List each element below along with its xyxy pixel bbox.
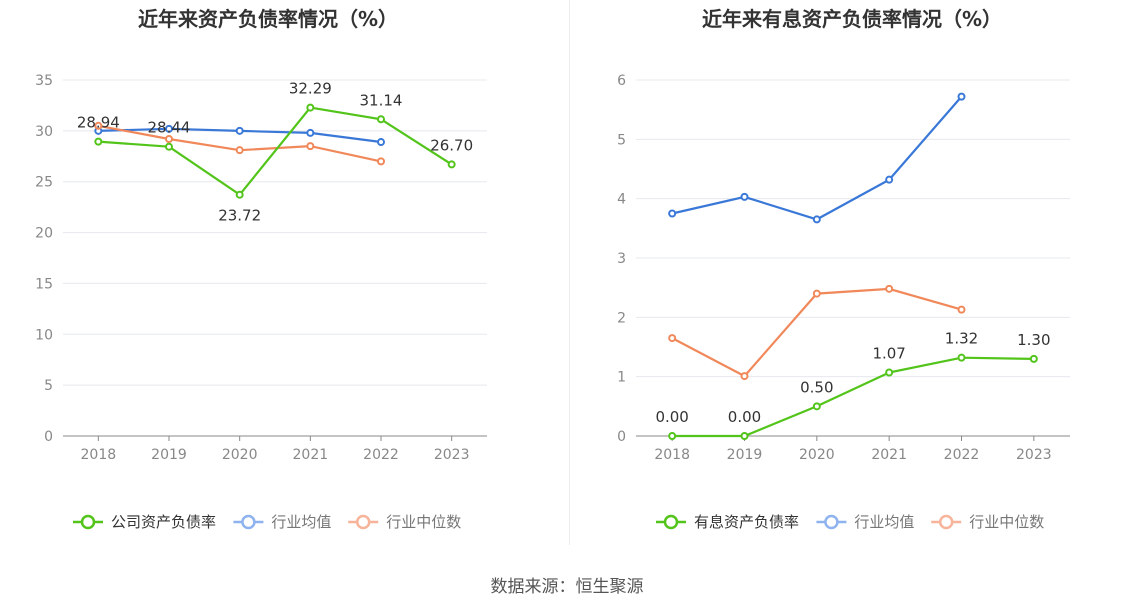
data-label: 1.32 bbox=[945, 330, 978, 348]
y-tick-label: 20 bbox=[35, 226, 53, 242]
data-point[interactable] bbox=[812, 215, 821, 224]
data-label: 28.94 bbox=[77, 114, 120, 132]
chart-title: 近年来资产负债率情况（%） bbox=[138, 7, 398, 31]
data-point[interactable] bbox=[377, 157, 385, 166]
data-point[interactable] bbox=[235, 126, 244, 135]
x-tick-label: 2021 bbox=[293, 447, 329, 463]
y-tick-label: 35 bbox=[35, 73, 53, 89]
legend-marker bbox=[824, 514, 839, 530]
data-point[interactable] bbox=[306, 142, 315, 151]
y-tick-label: 3 bbox=[617, 251, 626, 267]
legend-marker bbox=[241, 514, 256, 530]
legend-item[interactable]: 行业中位数 bbox=[348, 513, 461, 531]
y-tick-label: 0 bbox=[44, 429, 53, 445]
data-label: 0.00 bbox=[655, 408, 688, 426]
data-label: 28.44 bbox=[148, 119, 191, 137]
data-point[interactable] bbox=[740, 192, 749, 201]
y-tick-label: 10 bbox=[35, 327, 53, 343]
data-point[interactable] bbox=[668, 334, 677, 343]
chart-title: 近年来有息资产负债率情况（%） bbox=[702, 7, 1002, 31]
data-point[interactable] bbox=[957, 353, 966, 362]
y-tick-label: 30 bbox=[35, 124, 53, 140]
x-tick-label: 2023 bbox=[1016, 447, 1052, 463]
x-tick-label: 2020 bbox=[222, 447, 258, 463]
legend-label: 行业中位数 bbox=[386, 513, 461, 531]
series-line bbox=[671, 287, 962, 378]
data-label: 1.07 bbox=[872, 345, 905, 363]
data-label: 31.14 bbox=[360, 91, 403, 109]
interest-bearing-debt-ratio-chart: 近年来有息资产负债率情况（%） 0 1 2 3 4 5 6 2018 2019 2020 2021 20… bbox=[617, 7, 1070, 531]
x-tick-label: 2019 bbox=[727, 447, 763, 463]
data-point[interactable] bbox=[812, 402, 821, 411]
data-point[interactable] bbox=[668, 432, 677, 440]
data-label: 1.30 bbox=[1017, 331, 1050, 349]
y-tick-label: 0 bbox=[617, 429, 626, 445]
data-point[interactable] bbox=[447, 160, 456, 169]
x-tick-label: 2023 bbox=[434, 447, 470, 463]
data-point[interactable] bbox=[165, 124, 173, 133]
legend-label: 有息资产负债率 bbox=[694, 513, 799, 531]
x-tick-label: 2021 bbox=[871, 447, 907, 463]
debt-ratio-chart: 近年来资产负债率情况（%） 0 5 10 15 20 25 30 35 2018 2019 2020 2… bbox=[35, 7, 487, 531]
data-point[interactable] bbox=[377, 115, 385, 124]
x-tick-label: 2018 bbox=[654, 447, 690, 463]
x-tick-label: 2019 bbox=[151, 447, 187, 463]
legend-label: 行业均值 bbox=[854, 513, 914, 531]
chart-divider bbox=[569, 0, 570, 545]
x-tick-label: 2022 bbox=[944, 447, 980, 463]
data-point[interactable] bbox=[235, 146, 244, 155]
series-line bbox=[672, 356, 1034, 438]
legend-marker bbox=[80, 514, 96, 530]
data-point[interactable] bbox=[885, 284, 894, 293]
legend-label: 行业中位数 bbox=[969, 513, 1044, 531]
y-tick-label: 15 bbox=[35, 276, 53, 292]
x-tick-label: 2022 bbox=[363, 447, 399, 463]
legend-item[interactable]: 公司资产负债率 bbox=[73, 513, 216, 531]
y-tick-label: 5 bbox=[44, 378, 53, 394]
legend-label: 行业均值 bbox=[271, 513, 331, 531]
y-tick-label: 5 bbox=[617, 132, 626, 148]
data-point[interactable] bbox=[1029, 354, 1038, 363]
legend-item[interactable]: 行业均值 bbox=[233, 513, 331, 531]
data-point[interactable] bbox=[885, 175, 894, 184]
legend-item[interactable]: 行业中位数 bbox=[931, 513, 1044, 531]
data-point[interactable] bbox=[957, 305, 966, 314]
data-point[interactable] bbox=[812, 289, 821, 298]
data-point[interactable] bbox=[668, 209, 677, 218]
data-label: 26.70 bbox=[430, 136, 473, 154]
y-tick-label: 1 bbox=[617, 370, 626, 386]
data-point[interactable] bbox=[740, 432, 749, 440]
data-point[interactable] bbox=[306, 128, 315, 137]
data-label: 0.50 bbox=[800, 378, 833, 396]
data-point[interactable] bbox=[377, 138, 385, 147]
series-line bbox=[98, 106, 453, 197]
legend-marker bbox=[663, 514, 679, 530]
y-tick-label: 4 bbox=[617, 192, 626, 208]
legend-marker bbox=[938, 514, 954, 530]
y-tick-label: 2 bbox=[617, 310, 626, 326]
legend-label: 公司资产负债率 bbox=[111, 513, 216, 531]
series-line bbox=[671, 95, 963, 221]
legend-item[interactable]: 有息资产负债率 bbox=[656, 513, 799, 531]
data-point[interactable] bbox=[740, 372, 749, 381]
data-point[interactable] bbox=[957, 92, 966, 101]
data-label: 23.72 bbox=[218, 207, 261, 225]
data-point[interactable] bbox=[885, 368, 894, 377]
legend-marker bbox=[355, 514, 371, 530]
data-point[interactable] bbox=[165, 142, 173, 151]
y-tick-label: 6 bbox=[617, 73, 626, 89]
data-point[interactable] bbox=[235, 190, 244, 199]
x-tick-label: 2020 bbox=[799, 447, 835, 463]
data-point[interactable] bbox=[306, 103, 315, 112]
y-tick-label: 25 bbox=[35, 175, 53, 191]
x-tick-label: 2018 bbox=[81, 447, 117, 463]
data-point[interactable] bbox=[94, 137, 103, 146]
legend-item[interactable]: 行业均值 bbox=[816, 513, 914, 531]
data-point[interactable] bbox=[94, 121, 103, 130]
data-point[interactable] bbox=[165, 134, 173, 143]
data-source: 数据来源：恒生聚源 bbox=[490, 577, 644, 597]
data-label: 32.29 bbox=[289, 80, 332, 98]
data-label: 0.00 bbox=[728, 408, 761, 426]
